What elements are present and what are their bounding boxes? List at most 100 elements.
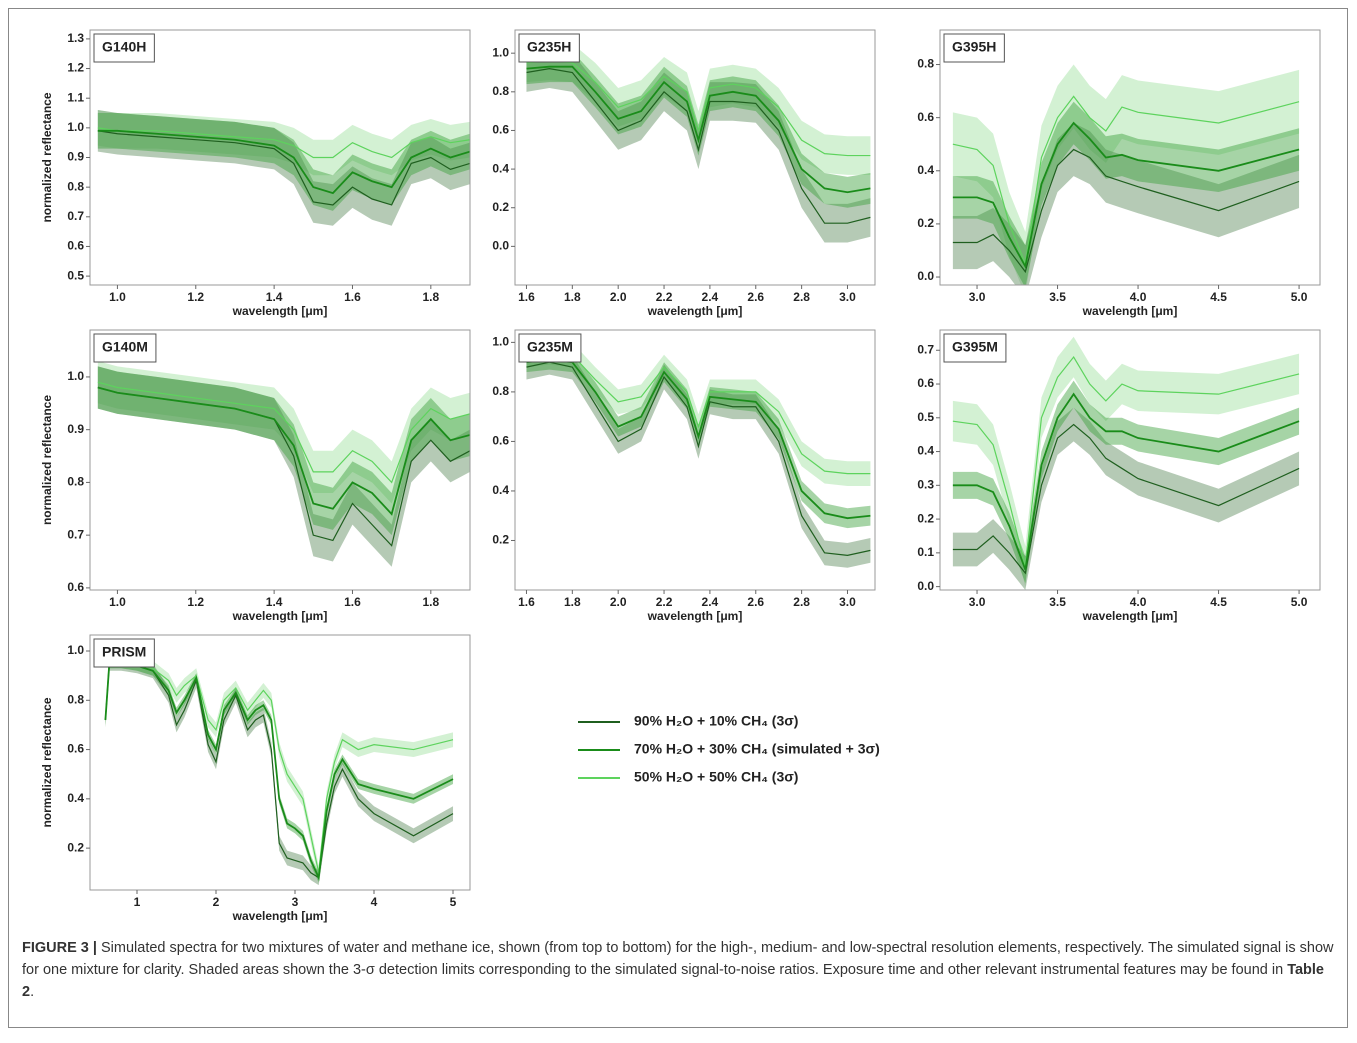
y-tick-label: 0.4 [917, 163, 934, 177]
y-tick-label: 0.6 [67, 580, 84, 594]
axes-frame [514, 329, 876, 591]
panel-title-box [943, 333, 1007, 363]
x-tick-label: 1.2 [187, 595, 204, 609]
spectrum-line [97, 129, 470, 195]
spectrum-line [526, 60, 871, 157]
x-tick-label: 3 [292, 895, 299, 909]
x-tick-label: 2.6 [747, 290, 764, 304]
band-area [97, 366, 470, 567]
x-tick-label: 1.8 [564, 290, 581, 304]
figure: 0.5 0.6 0.7 0.8 0.9 1.0 1.1 1.2 1.3 1.0 1.2 1.4 1.6 1… [40, 29, 1321, 923]
x-tick-label: 4.5 [1210, 595, 1227, 609]
band-area [526, 349, 871, 568]
x-tick-label: 1.4 [266, 290, 283, 304]
y-tick-label: 1.3 [67, 31, 84, 45]
x-tick-label: 5.0 [1291, 595, 1308, 609]
caption-end: . [30, 984, 35, 1000]
y-tick-label: 0.6 [67, 239, 84, 253]
x-tick-label: 1.6 [518, 595, 535, 609]
x-axis-label: wavelength [μm] [232, 609, 328, 623]
y-tick-label: 0.6 [67, 742, 84, 756]
y-tick-label: 0.4 [492, 161, 509, 175]
x-tick-label: 2.2 [656, 290, 673, 304]
panel-title-box [93, 33, 155, 63]
x-tick-label: 2.4 [702, 595, 719, 609]
y-tick-label: 0.0 [917, 579, 934, 593]
y-tick-label: 0.0 [917, 269, 934, 283]
panel-title-box [518, 333, 582, 363]
spectrum-line [952, 423, 1300, 575]
x-tick-label: 4.5 [1210, 290, 1227, 304]
spectrum-line [526, 68, 871, 224]
x-tick-label: 1.2 [187, 290, 204, 304]
x-tick-label: 1.8 [564, 595, 581, 609]
caption-ref: Table 2 [22, 962, 1324, 1000]
y-tick-label: 0.8 [67, 475, 84, 489]
spectrum-line [97, 381, 470, 484]
y-tick-label: 1.0 [492, 335, 509, 349]
y-tick-label: 0.2 [67, 840, 84, 854]
x-tick-label: 2 [213, 895, 220, 909]
band-area [526, 49, 871, 243]
y-tick-label: 1.0 [67, 643, 84, 657]
x-tick-label: 3.5 [1049, 290, 1066, 304]
spectrum-line [952, 355, 1300, 567]
spectrum-line [97, 386, 470, 516]
band-area [952, 122, 1300, 285]
band-area [97, 113, 470, 211]
plot-area [97, 361, 470, 567]
x-tick-label: 1.8 [422, 290, 439, 304]
panel-title: G235M [527, 339, 573, 355]
x-axis-label: wavelength [μm] [232, 304, 328, 318]
x-tick-label: 3.0 [969, 290, 986, 304]
y-tick-label: 1.1 [67, 90, 84, 104]
y-tick-label: 1.0 [492, 45, 509, 59]
spectrum-line [97, 130, 470, 206]
y-tick-label: 0.3 [917, 477, 934, 491]
x-tick-label: 4.0 [1130, 595, 1147, 609]
y-tick-label: 0.9 [67, 422, 84, 436]
x-tick-label: 1.6 [344, 595, 361, 609]
plot-area [526, 41, 871, 243]
x-tick-label: 2.6 [747, 595, 764, 609]
plot-area [104, 653, 454, 886]
spectrum-line [526, 351, 871, 475]
spectrum-line [526, 358, 871, 520]
x-tick-label: 1 [134, 895, 141, 909]
panel-title: G140H [102, 39, 146, 55]
y-tick-label: 0.4 [67, 791, 84, 805]
y-tick-label: 0.5 [67, 268, 84, 282]
plot-area [952, 64, 1300, 285]
y-tick-label: 0.5 [917, 410, 934, 424]
x-tick-label: 1.4 [266, 595, 283, 609]
spectrum-line [952, 95, 1300, 267]
x-tick-label: 2.4 [702, 290, 719, 304]
y-tick-label: 0.2 [917, 216, 934, 230]
x-tick-label: 4 [371, 895, 378, 909]
axes-frame [939, 29, 1321, 286]
spectrum-line [952, 392, 1300, 571]
spectrum-line [952, 148, 1300, 274]
x-axis-label: wavelength [μm] [647, 609, 743, 623]
x-tick-label: 1.0 [109, 290, 126, 304]
y-tick-label: 0.6 [492, 434, 509, 448]
spectrum-line [104, 662, 454, 879]
caption-label: FIGURE 3 | [22, 940, 97, 956]
y-tick-label: 0.8 [492, 384, 509, 398]
y-tick-label: 0.2 [492, 533, 509, 547]
spectrum-line [526, 65, 871, 194]
y-tick-label: 0.6 [917, 110, 934, 124]
x-axis-label: wavelength [μm] [647, 304, 743, 318]
x-tick-label: 3.0 [839, 595, 856, 609]
x-tick-label: 2.8 [793, 290, 810, 304]
caption-text: Simulated spectra for two mixtures of wa… [22, 940, 1334, 978]
y-tick-label: 1.0 [67, 369, 84, 383]
legend-label: 50% H₂O + 50% CH₄ (3σ) [634, 769, 798, 785]
y-tick-label: 1.2 [67, 61, 84, 75]
spectrum-line [952, 121, 1300, 270]
x-tick-label: 1.8 [422, 595, 439, 609]
y-tick-label: 0.7 [67, 527, 84, 541]
panel-title: G235H [527, 39, 571, 55]
y-axis-label: normalized reflectance [40, 697, 54, 827]
